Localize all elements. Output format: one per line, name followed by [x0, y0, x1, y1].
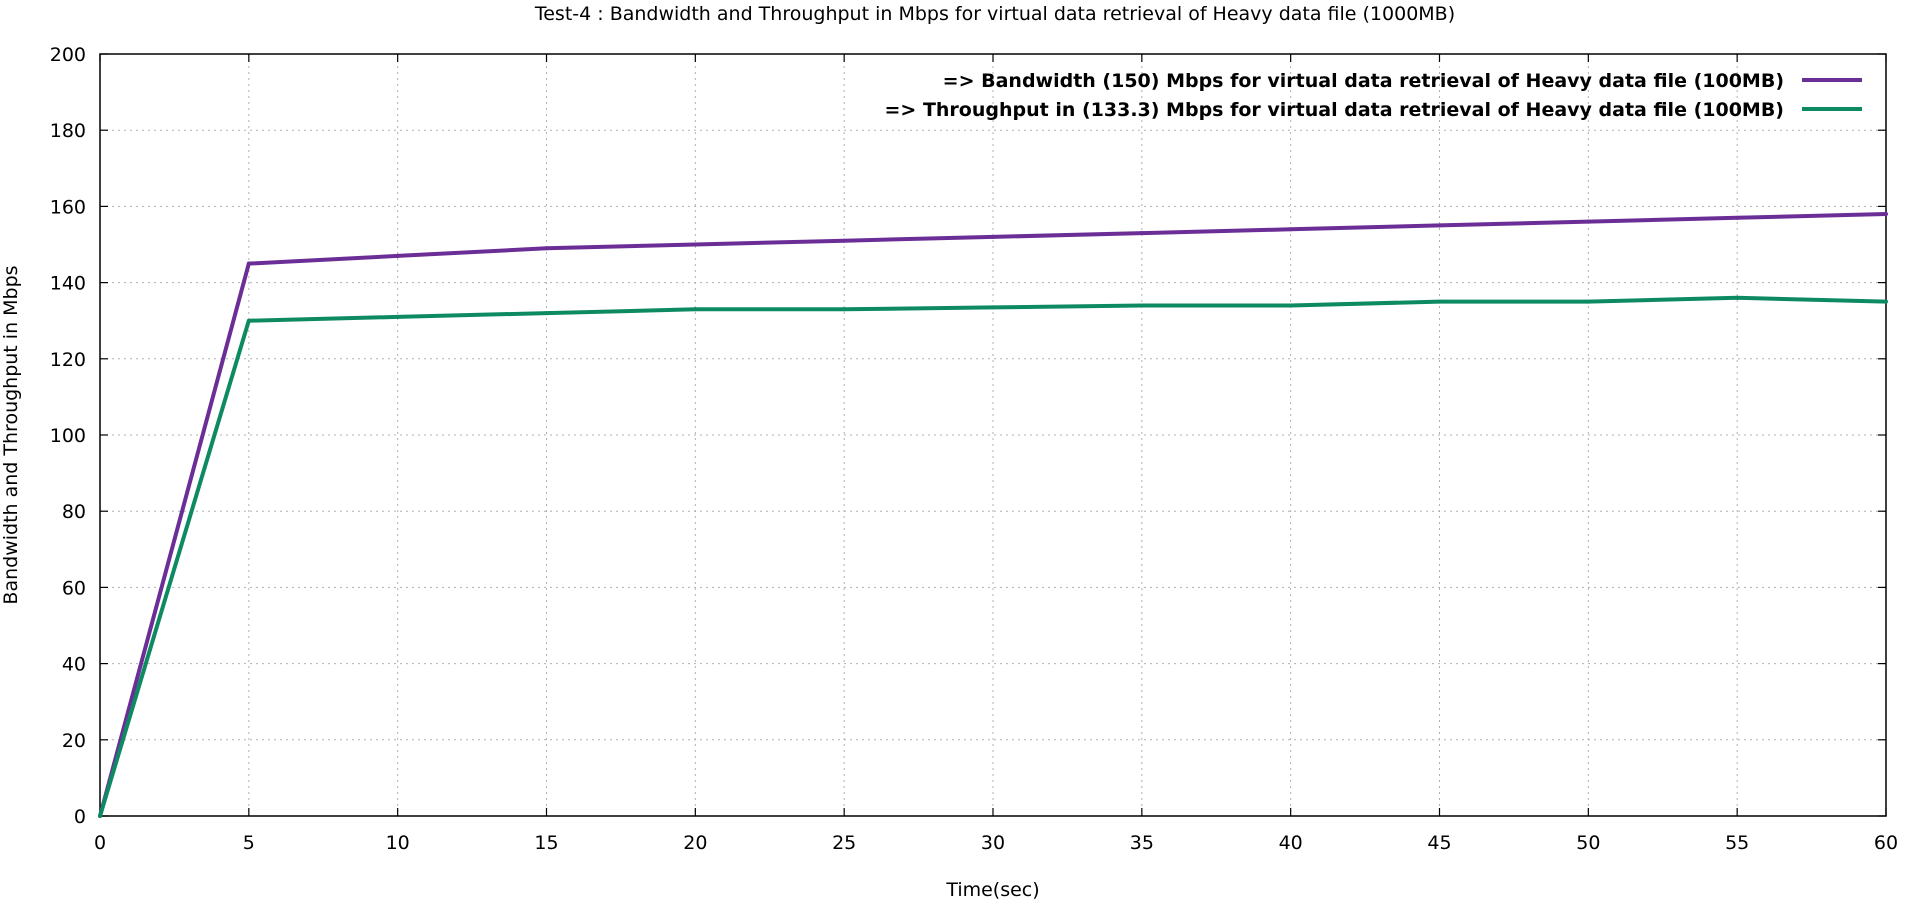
data-point — [1437, 299, 1442, 304]
y-tick-label: 0 — [74, 806, 86, 828]
y-tick-label: 140 — [50, 273, 86, 295]
data-point — [246, 318, 251, 323]
y-tick-label: 120 — [50, 349, 86, 371]
y-tick-label: 40 — [62, 654, 86, 676]
data-point — [1139, 231, 1144, 236]
data-point — [395, 253, 400, 258]
y-tick-label: 180 — [50, 120, 86, 142]
x-tick-label: 5 — [243, 832, 255, 854]
x-tick-label: 35 — [1130, 832, 1154, 854]
data-point — [98, 814, 102, 818]
data-point — [842, 238, 847, 243]
legend-label-1: => Bandwidth (150) Mbps for virtual data… — [943, 70, 1784, 92]
data-point — [544, 311, 549, 316]
data-point — [693, 307, 698, 312]
chart-title: Test-4 : Bandwidth and Throughput in Mbp… — [534, 3, 1455, 25]
data-point — [1735, 215, 1740, 220]
data-point — [1735, 295, 1740, 300]
data-point — [991, 305, 995, 310]
data-point — [1586, 299, 1591, 304]
x-tick-label: 60 — [1874, 832, 1898, 854]
y-tick-label: 80 — [62, 501, 86, 523]
y-tick-label: 160 — [50, 196, 86, 218]
x-tick-label: 40 — [1279, 832, 1303, 854]
x-tick-label: 55 — [1725, 832, 1749, 854]
grid — [100, 54, 1886, 816]
y-axis-title: Bandwidth and Throughput in Mbps — [0, 265, 22, 604]
data-point — [1139, 303, 1144, 308]
x-tick-label: 50 — [1576, 832, 1600, 854]
x-tick-label: 30 — [981, 832, 1005, 854]
series-lines — [98, 212, 1888, 818]
data-point — [1884, 299, 1888, 304]
data-point — [246, 261, 251, 266]
data-point — [693, 242, 698, 247]
data-point — [1288, 303, 1293, 308]
y-tick-label: 20 — [62, 730, 86, 752]
y-tick-label: 60 — [62, 577, 86, 599]
legend-label-2: => Throughput in (133.3) Mbps for virtua… — [884, 99, 1784, 121]
x-tick-label: 0 — [94, 832, 106, 854]
x-tick-label: 10 — [386, 832, 410, 854]
data-point — [544, 246, 549, 251]
x-axis-title: Time(sec) — [945, 879, 1039, 901]
x-tick-label: 25 — [832, 832, 856, 854]
x-tick-label: 45 — [1427, 832, 1451, 854]
data-point — [1884, 212, 1888, 217]
data-point — [1586, 219, 1591, 224]
legend: => Bandwidth (150) Mbps for virtual data… — [884, 70, 1862, 121]
data-point — [991, 234, 995, 239]
axis-ticks: 0 5 10 15 20 25 30 35 40 45 50 55 60 0 20 40 60 80 100 120 1… — [50, 44, 1898, 854]
x-tick-label: 15 — [534, 832, 558, 854]
series-line-1 — [98, 212, 1887, 817]
data-point — [395, 314, 400, 319]
data-point — [842, 307, 847, 312]
y-tick-label: 100 — [50, 425, 86, 447]
x-tick-label: 20 — [683, 832, 707, 854]
data-point — [1288, 227, 1293, 232]
data-point — [1437, 223, 1442, 228]
y-tick-label: 200 — [50, 44, 86, 66]
